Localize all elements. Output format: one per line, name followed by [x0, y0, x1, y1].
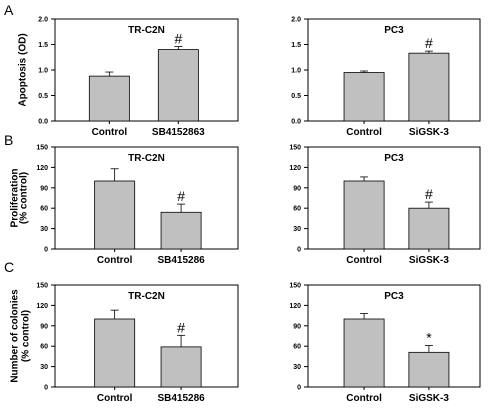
y-tick-label: 0: [297, 385, 301, 392]
bar: [343, 72, 385, 122]
significance-marker: #: [425, 186, 433, 202]
y-tick-label: 150: [36, 283, 48, 290]
y-tick-label: 90: [40, 323, 48, 330]
plot-frame: [54, 146, 239, 250]
y-tick-label: 150: [36, 145, 48, 152]
y-tick-label: 30: [293, 364, 301, 371]
chart-panel-4: 0 30 60 90 120 150 PC3 Control # SiGSK-3: [289, 145, 481, 266]
y-tick-label: 0.0: [291, 119, 301, 126]
y-tick-label: 1.5: [291, 42, 301, 49]
panel-title: PC3: [384, 291, 404, 302]
chart-panel-6: 0 30 60 90 120 150 PC3 Control * SiGSK-3: [289, 283, 481, 404]
significance-marker: #: [177, 188, 185, 204]
bar: [408, 52, 450, 122]
category-label: SiGSK-3: [409, 255, 449, 266]
y-axis-label: (% control): [21, 310, 32, 362]
bar: [408, 351, 450, 388]
bar: [94, 180, 136, 250]
category-label: SB415286: [157, 393, 205, 404]
bar: [160, 346, 202, 388]
y-tick-label: 120: [289, 165, 301, 172]
category-label: Control: [346, 255, 382, 266]
y-tick-label: 30: [293, 226, 301, 233]
panel-title: TR-C2N: [128, 153, 165, 164]
significance-marker: #: [174, 31, 182, 47]
bar: [157, 49, 199, 122]
category-label: Control: [346, 127, 382, 138]
panel-letter-a: A: [4, 2, 14, 18]
y-tick-label: 90: [293, 185, 301, 192]
y-tick-label: 2.0: [38, 17, 48, 24]
y-tick-label: 2.0: [291, 17, 301, 24]
y-tick-label: 120: [36, 165, 48, 172]
y-tick-label: 60: [293, 206, 301, 213]
y-tick-label: 0: [44, 385, 48, 392]
y-tick-label: 1.0: [291, 68, 301, 75]
plot-frame: [307, 146, 481, 250]
bar: [94, 318, 136, 388]
y-tick-label: 1.0: [38, 68, 48, 75]
bar: [408, 207, 450, 250]
y-tick-label: 0: [297, 247, 301, 254]
plot-frame: [307, 284, 481, 388]
panel-title: PC3: [384, 153, 404, 164]
y-tick-label: 60: [40, 206, 48, 213]
bar: [160, 211, 202, 250]
y-tick-label: 90: [40, 185, 48, 192]
y-tick-label: 0.5: [38, 93, 48, 100]
chart-panel-2: 0.0 0.5 1.0 1.5 2.0 PC3 Control # SiGSK-3: [291, 17, 481, 138]
y-tick-label: 60: [40, 344, 48, 351]
y-tick-label: 0.5: [291, 93, 301, 100]
category-label: SiGSK-3: [409, 127, 449, 138]
category-label: SB4152863: [152, 127, 205, 138]
y-axis-label: Apoptosis (OD): [18, 33, 29, 106]
chart-panel-5: 0 30 60 90 120 150 TR-C2N Control # SB415286: [36, 283, 239, 404]
y-tick-label: 0.0: [38, 119, 48, 126]
y-tick-label: 0: [44, 247, 48, 254]
panel-letter-c: C: [4, 259, 14, 275]
y-tick-label: 120: [289, 303, 301, 310]
category-label: Control: [97, 255, 133, 266]
y-tick-label: 150: [289, 283, 301, 290]
category-label: Control: [97, 393, 133, 404]
significance-marker: #: [425, 35, 433, 51]
y-axis-label: (% control): [19, 172, 30, 224]
category-label: SB415286: [157, 255, 205, 266]
y-tick-label: 90: [293, 323, 301, 330]
panel-title: TR-C2N: [128, 291, 165, 302]
plot-frame: [54, 284, 239, 388]
significance-marker: #: [177, 319, 185, 335]
y-tick-label: 150: [289, 145, 301, 152]
chart-panel-1: 0.0 0.5 1.0 1.5 2.0 TR-C2N Control # SB4152863: [38, 17, 239, 138]
bar: [343, 318, 385, 388]
bar: [343, 180, 385, 250]
panel-letter-b: B: [4, 132, 13, 148]
bar: [88, 75, 130, 122]
category-label: Control: [92, 127, 128, 138]
panel-title: PC3: [384, 25, 404, 36]
y-tick-label: 60: [293, 344, 301, 351]
y-tick-label: 120: [36, 303, 48, 310]
chart-panel-3: 0 30 60 90 120 150 TR-C2N Control # SB415286: [36, 145, 239, 266]
y-axis-label: Proliferation: [10, 169, 21, 228]
significance-marker: *: [426, 330, 432, 346]
category-label: SiGSK-3: [409, 393, 449, 404]
y-axis-label: Number of colonies: [10, 289, 21, 383]
y-tick-label: 1.5: [38, 42, 48, 49]
panel-title: TR-C2N: [128, 25, 165, 36]
y-tick-label: 30: [40, 226, 48, 233]
category-label: Control: [346, 393, 382, 404]
y-tick-label: 30: [40, 364, 48, 371]
